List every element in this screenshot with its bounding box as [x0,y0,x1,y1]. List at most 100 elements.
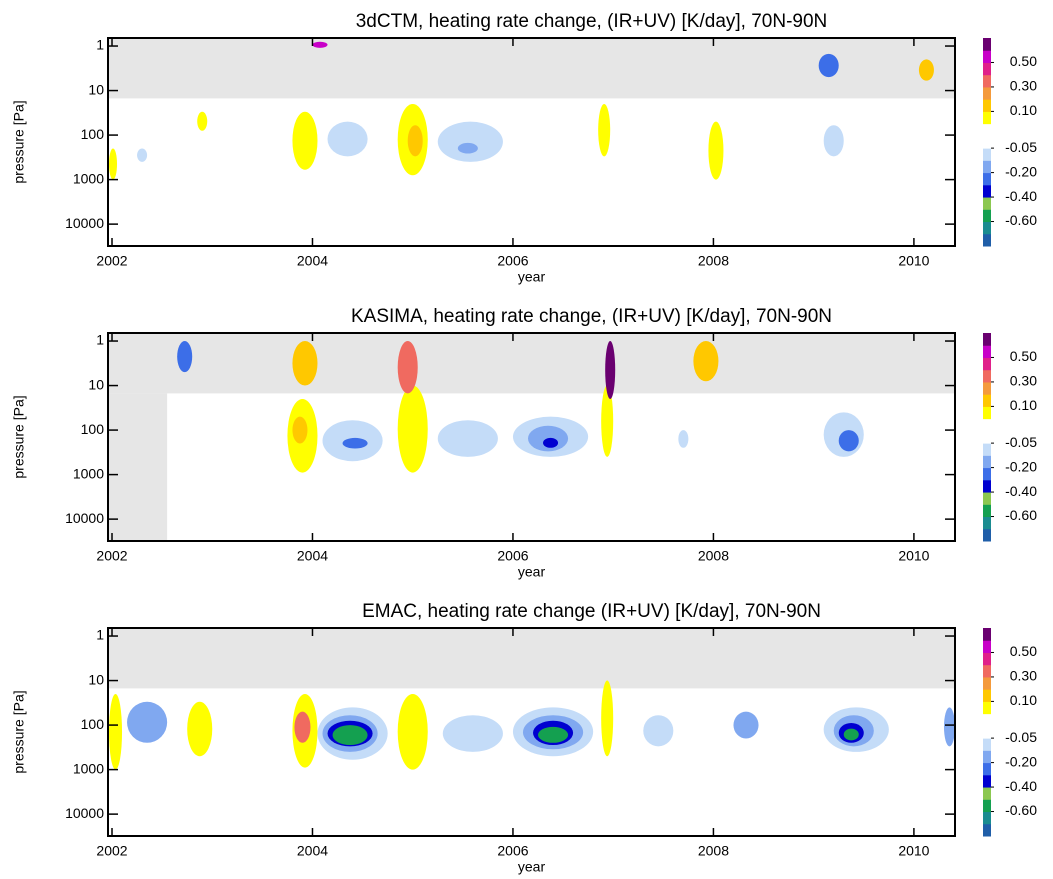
colorbar-swatch [983,148,991,161]
colorbar-swatch [983,799,991,813]
y-tick-label: 100 [81,421,105,437]
colorbar-swatch [983,394,991,407]
contour-region [294,711,311,743]
contour-region [292,111,318,170]
y-tick-label: 10000 [65,215,104,231]
colorbar-swatch [983,197,991,210]
colorbar-swatch [983,652,991,666]
x-tick-label: 2010 [898,548,929,564]
colorbar-swatch [983,123,991,137]
masked-region [108,38,955,99]
colorbar-swatch [983,333,991,346]
colorbar-swatch [983,701,991,715]
colorbar-label: -0.20 [1005,458,1037,474]
colorbar-label: -0.60 [1005,802,1037,818]
x-tick-label: 2004 [297,843,328,859]
colorbar-label: 0.10 [1010,692,1037,708]
y-axis-label: pressure [Pa] [11,395,27,478]
contour-region [818,53,839,78]
plot-frame [107,37,956,247]
colorbar-label: 0.10 [1010,397,1037,413]
x-tick-label: 2002 [96,253,127,269]
colorbar-swatch [983,676,991,690]
x-axis-label: year [518,859,546,875]
colorbar-swatch [983,172,991,186]
contour-region [407,125,423,157]
colorbar-swatch [983,221,991,235]
colorbar-swatch [983,774,991,788]
colorbar-swatch [983,184,991,198]
contour-region [543,437,559,448]
colorbar-swatch [983,406,991,420]
colorbar-swatch [983,725,991,739]
chart-title: KASIMA, heating rate change, (IR+UV) [K/… [351,306,832,327]
colorbar-swatch [983,135,991,149]
contour-region [943,707,955,747]
y-tick-label: 10000 [65,805,104,821]
colorbar-swatch [983,467,991,481]
x-tick-label: 2010 [898,253,929,269]
contour-region [601,385,614,457]
contour-region [708,121,724,180]
y-tick-label: 100 [81,126,105,142]
colorbar-label: -0.05 [1005,139,1037,155]
contour-region [442,715,503,752]
colorbar-swatch [983,528,991,542]
colorbar-swatch [983,38,991,51]
contour-region [843,728,859,741]
contour-region [538,726,569,743]
contour-region [109,693,123,770]
colorbar-swatch [983,86,991,100]
contour-region [601,680,614,757]
contour-region [397,385,428,473]
contour-region [437,420,498,457]
x-tick-label: 2008 [698,548,729,564]
colorbar-swatch [983,99,991,112]
x-tick-label: 2004 [297,253,328,269]
colorbar-swatch [983,430,991,444]
y-tick-label: 1 [96,37,104,53]
contour-region [332,725,368,745]
y-tick-label: 10 [88,376,104,392]
colorbar-label: -0.20 [1005,753,1037,769]
colorbar-swatch [983,713,991,727]
contour-region [109,148,118,180]
colorbar-label: 0.50 [1010,53,1037,69]
y-tick-label: 100 [81,716,105,732]
contour-region [312,41,328,48]
contour-region [838,430,859,452]
colorbar-swatch [983,628,991,641]
x-axis-label: year [518,269,546,285]
colorbar-label: -0.40 [1005,778,1037,794]
contour-region [457,142,478,154]
y-tick-label: 10 [88,81,104,97]
contour-region [678,430,689,448]
colorbar-swatch [983,516,991,530]
colorbar-swatch [983,369,991,383]
colorbar-swatch [983,750,991,764]
chart-title: 3dCTM, heating rate change, (IR+UV) [K/d… [356,11,828,32]
colorbar-label: -0.60 [1005,507,1037,523]
contour-region [292,416,308,444]
y-tick-label: 10 [88,671,104,687]
colorbar-swatch [983,811,991,825]
contour-region [643,715,674,747]
colorbar-swatch [983,455,991,469]
contour-region [397,341,418,394]
contour-region [292,341,318,386]
y-axis-label: pressure [Pa] [11,100,27,183]
colorbar-swatch [983,689,991,702]
contour-region [693,341,719,382]
colorbar-label: -0.40 [1005,483,1037,499]
colorbar-label: 0.10 [1010,102,1037,118]
chart-title: EMAC, heating rate change (IR+UV) [K/day… [362,601,821,622]
colorbar-swatch [983,111,991,125]
colorbar-swatch [983,762,991,776]
x-tick-label: 2008 [698,253,729,269]
plot-frame [107,332,956,542]
colorbar-swatch [983,74,991,88]
colorbar-swatch [983,823,991,837]
contour-region [733,711,759,739]
contour-region [127,701,168,743]
